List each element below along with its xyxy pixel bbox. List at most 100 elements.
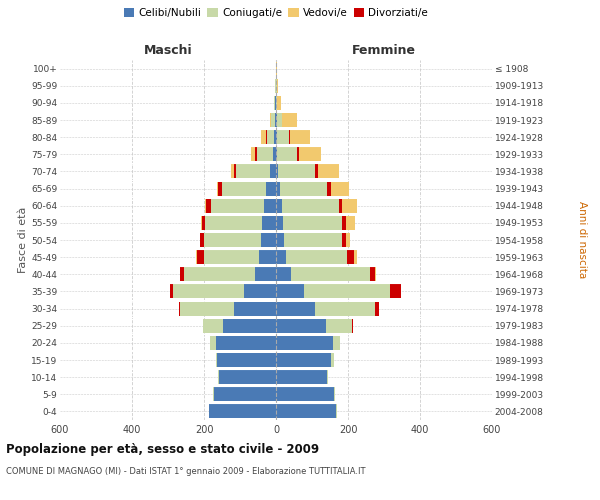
- Bar: [269, 113, 271, 127]
- Bar: [236, 164, 269, 178]
- Bar: [276, 148, 277, 162]
- Bar: [276, 250, 286, 264]
- Bar: [277, 148, 297, 162]
- Text: Anni di nascita: Anni di nascita: [577, 202, 587, 278]
- Bar: [276, 62, 277, 76]
- Bar: [200, 233, 204, 247]
- Legend: Celibi/Nubili, Coniugati/e, Vedovi/e, Divorziati/e: Celibi/Nubili, Coniugati/e, Vedovi/e, Di…: [119, 4, 433, 22]
- Bar: [205, 198, 206, 212]
- Bar: [283, 216, 341, 230]
- Bar: [184, 268, 255, 281]
- Bar: [299, 148, 320, 162]
- Bar: [276, 198, 282, 212]
- Bar: [276, 216, 283, 230]
- Bar: [289, 130, 290, 144]
- Bar: [214, 388, 276, 402]
- Bar: [217, 353, 276, 367]
- Bar: [215, 353, 217, 367]
- Bar: [255, 268, 276, 281]
- Bar: [173, 284, 244, 298]
- Bar: [326, 318, 352, 332]
- Bar: [219, 370, 276, 384]
- Bar: [251, 148, 255, 162]
- Bar: [215, 336, 276, 350]
- Bar: [276, 404, 337, 418]
- Bar: [276, 318, 326, 332]
- Bar: [262, 216, 276, 230]
- Bar: [352, 318, 353, 332]
- Bar: [255, 148, 257, 162]
- Text: Popolazione per età, sesso e stato civile - 2009: Popolazione per età, sesso e stato civil…: [6, 442, 319, 456]
- Bar: [217, 182, 218, 196]
- Bar: [283, 113, 297, 127]
- Bar: [291, 268, 370, 281]
- Bar: [342, 233, 346, 247]
- Bar: [375, 268, 376, 281]
- Bar: [218, 182, 222, 196]
- Bar: [278, 164, 315, 178]
- Bar: [244, 284, 276, 298]
- Bar: [204, 233, 261, 247]
- Bar: [267, 130, 274, 144]
- Bar: [276, 268, 291, 281]
- Bar: [276, 113, 277, 127]
- Bar: [276, 164, 278, 178]
- Text: Femmine: Femmine: [352, 44, 416, 57]
- Bar: [276, 353, 331, 367]
- Bar: [390, 284, 401, 298]
- Bar: [206, 198, 211, 212]
- Bar: [354, 250, 356, 264]
- Bar: [203, 318, 223, 332]
- Bar: [257, 148, 273, 162]
- Bar: [271, 113, 275, 127]
- Bar: [266, 182, 276, 196]
- Bar: [211, 198, 265, 212]
- Bar: [376, 302, 379, 316]
- Bar: [334, 388, 335, 402]
- Bar: [204, 250, 259, 264]
- Bar: [327, 182, 331, 196]
- Bar: [202, 216, 205, 230]
- Bar: [275, 113, 276, 127]
- Bar: [201, 216, 202, 230]
- Bar: [266, 130, 267, 144]
- Bar: [282, 198, 338, 212]
- Bar: [276, 284, 304, 298]
- Bar: [276, 130, 277, 144]
- Bar: [261, 233, 276, 247]
- Bar: [331, 182, 349, 196]
- Bar: [327, 370, 328, 384]
- Bar: [280, 182, 327, 196]
- Bar: [333, 336, 340, 350]
- Bar: [265, 198, 276, 212]
- Bar: [277, 130, 289, 144]
- Bar: [342, 198, 356, 212]
- Bar: [274, 96, 275, 110]
- Bar: [284, 233, 342, 247]
- Bar: [277, 113, 282, 127]
- Bar: [209, 404, 276, 418]
- Bar: [331, 353, 334, 367]
- Bar: [179, 302, 180, 316]
- Bar: [276, 370, 327, 384]
- Bar: [273, 148, 276, 162]
- Text: Maschi: Maschi: [143, 44, 193, 57]
- Bar: [277, 78, 278, 92]
- Y-axis label: Fasce di età: Fasce di età: [18, 207, 28, 273]
- Bar: [276, 233, 284, 247]
- Bar: [276, 336, 333, 350]
- Bar: [315, 302, 376, 316]
- Bar: [180, 268, 184, 281]
- Bar: [275, 96, 276, 110]
- Bar: [341, 216, 346, 230]
- Bar: [223, 318, 276, 332]
- Bar: [274, 130, 276, 144]
- Bar: [210, 336, 215, 350]
- Bar: [315, 164, 318, 178]
- Bar: [346, 233, 350, 247]
- Bar: [297, 148, 299, 162]
- Text: COMUNE DI MAGNAGO (MI) - Dati ISTAT 1° gennaio 2009 - Elaborazione TUTTITALIA.IT: COMUNE DI MAGNAGO (MI) - Dati ISTAT 1° g…: [6, 468, 365, 476]
- Bar: [286, 250, 347, 264]
- Bar: [222, 182, 266, 196]
- Bar: [276, 302, 315, 316]
